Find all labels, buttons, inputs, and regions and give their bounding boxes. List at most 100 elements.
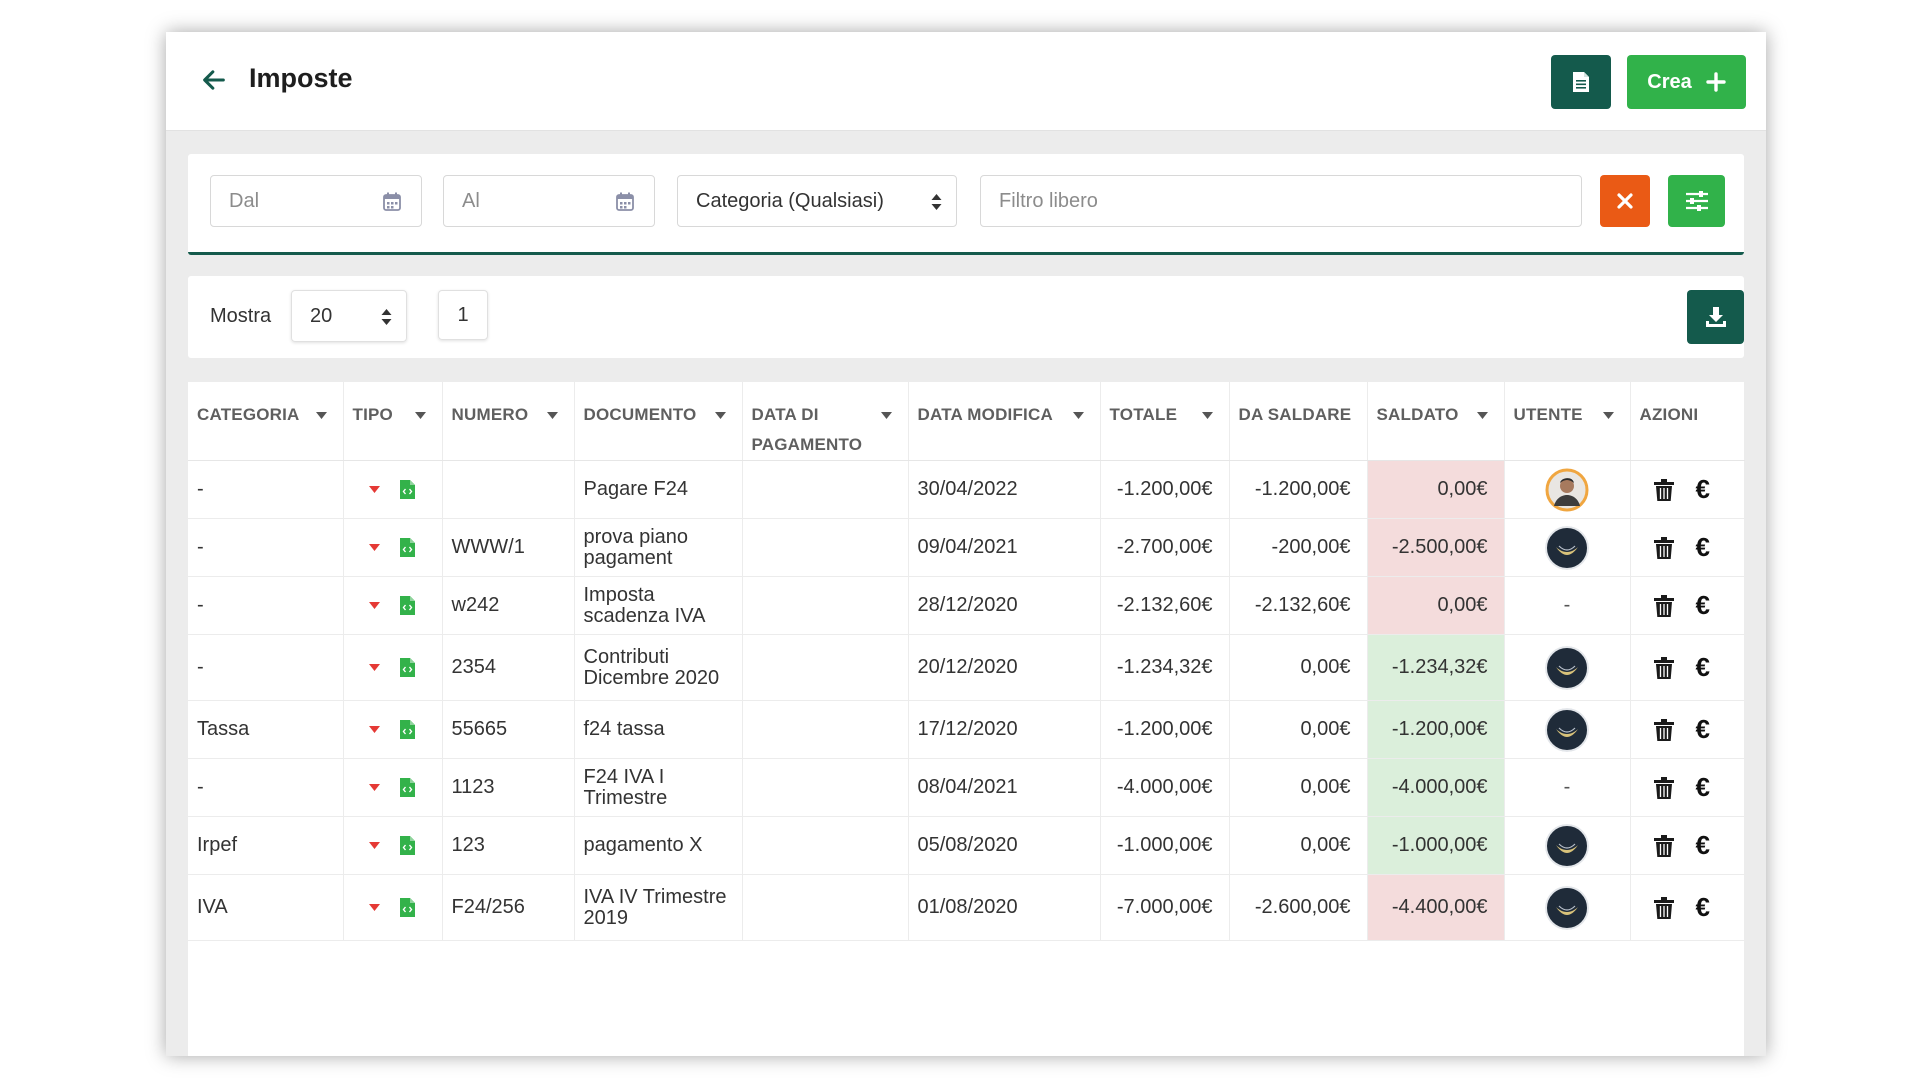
cell-documento[interactable]: Pagare F24 <box>574 460 743 519</box>
cell-data-modifica: 08/04/2021 <box>908 758 1101 817</box>
document-button[interactable] <box>1551 55 1611 109</box>
trash-icon[interactable] <box>1653 656 1674 679</box>
cell-categoria: Irpef <box>188 816 344 875</box>
euro-icon[interactable]: € <box>1695 652 1710 682</box>
column-header-data-modifica[interactable]: DATA MODIFICA <box>908 382 1101 461</box>
euro-icon[interactable]: € <box>1695 590 1710 620</box>
saldato-value: -1.200,00€ <box>1391 718 1488 740</box>
column-header-categoria[interactable]: CATEGORIA <box>188 382 344 461</box>
totale-value: -2.700,00€ <box>1116 536 1213 558</box>
documento-value: pagamento X <box>583 834 703 856</box>
column-header-documento[interactable]: DOCUMENTO <box>574 382 743 461</box>
code-file-icon[interactable] <box>399 596 415 615</box>
trash-icon[interactable] <box>1653 594 1674 617</box>
trash-icon[interactable] <box>1653 834 1674 857</box>
create-button[interactable]: Crea <box>1627 55 1746 109</box>
code-file-icon[interactable] <box>399 898 415 917</box>
cell-azioni: € <box>1630 518 1745 577</box>
arrow-left-icon[interactable] <box>200 66 228 94</box>
category-select[interactable]: Categoria (Qualsiasi) <box>677 175 957 227</box>
trash-icon[interactable] <box>1653 718 1674 741</box>
sort-caret-icon[interactable] <box>315 412 327 419</box>
euro-icon[interactable]: € <box>1695 474 1710 504</box>
data-modifica-value: 05/08/2020 <box>917 834 1018 856</box>
euro-icon[interactable]: € <box>1695 772 1710 802</box>
sort-caret-icon[interactable] <box>1201 412 1213 419</box>
table-row[interactable]: Tassa 55665 f24 tassa 17/12/2020 -1.200,00€ 0… <box>188 700 1745 759</box>
free-filter-placeholder: Filtro libero <box>999 189 1098 212</box>
code-file-icon[interactable] <box>399 538 415 557</box>
categoria-value: IVA <box>197 896 228 918</box>
app-window: Imposte Crea Dal <box>166 32 1766 1056</box>
date-from-input[interactable]: Dal <box>210 175 422 227</box>
show-label: Mostra <box>210 305 272 327</box>
date-to-input[interactable]: Al <box>443 175 655 227</box>
table-row[interactable]: Irpef 123 pagamento X 05/08/2020 -1.000,00€ 0… <box>188 816 1745 875</box>
column-header-tipo[interactable]: TIPO <box>343 382 443 461</box>
row-actions: € <box>1640 532 1735 562</box>
code-file-icon[interactable] <box>399 720 415 739</box>
column-header-utente[interactable]: UTENTE <box>1504 382 1631 461</box>
table-row[interactable]: - w242 Imposta scadenza IVA 28/12/2020 -2.13… <box>188 576 1745 635</box>
euro-icon[interactable]: € <box>1695 830 1710 860</box>
euro-icon[interactable]: € <box>1695 714 1710 744</box>
cell-utente <box>1504 700 1631 759</box>
table-row[interactable]: IVA F24/256 IVA IV Trimestre 2019 01/08/202… <box>188 874 1745 941</box>
sort-caret-icon[interactable] <box>880 412 892 419</box>
table-row[interactable]: - Pagare F24 30/04/2022 -1.200,00€ -1.200,00… <box>188 460 1745 519</box>
column-header-label: CATEGORIA <box>197 405 300 424</box>
code-file-icon[interactable] <box>399 778 415 797</box>
cell-documento[interactable]: Imposta scadenza IVA <box>574 576 743 635</box>
advanced-filters-button[interactable] <box>1668 175 1725 227</box>
column-header-label: UTENTE <box>1513 405 1583 424</box>
cell-azioni: € <box>1630 816 1745 875</box>
code-file-icon[interactable] <box>399 480 415 499</box>
sort-caret-icon[interactable] <box>1072 412 1084 419</box>
cell-documento[interactable]: prova piano pagament <box>574 518 743 577</box>
column-header-da-saldare: DA SALDARE <box>1229 382 1368 461</box>
table-row[interactable]: - 1123 F24 IVA I Trimestre 08/04/2021 -4.000… <box>188 758 1745 817</box>
column-header-numero[interactable]: NUMERO <box>442 382 575 461</box>
cell-documento[interactable]: pagamento X <box>574 816 743 875</box>
page-button[interactable]: 1 <box>438 290 488 340</box>
download-button[interactable] <box>1687 290 1744 344</box>
table-row[interactable]: - 2354 Contributi Dicembre 2020 20/12/2020 -… <box>188 634 1745 701</box>
sort-caret-icon[interactable] <box>414 412 426 419</box>
trash-icon[interactable] <box>1653 776 1674 799</box>
data-modifica-value: 30/04/2022 <box>917 478 1018 500</box>
cell-documento[interactable]: F24 IVA I Trimestre <box>574 758 743 817</box>
cell-da-saldare: -200,00€ <box>1229 518 1368 577</box>
clear-filters-button[interactable] <box>1600 175 1650 227</box>
cell-categoria: Tassa <box>188 700 344 759</box>
totale-value: -1.200,00€ <box>1116 718 1213 740</box>
euro-icon[interactable]: € <box>1695 532 1710 562</box>
code-file-icon[interactable] <box>399 658 415 677</box>
free-filter-input[interactable]: Filtro libero <box>980 175 1582 227</box>
page-size-select[interactable]: 20 <box>291 290 407 342</box>
column-header-label: DATA MODIFICA <box>917 405 1053 424</box>
trash-icon[interactable] <box>1653 896 1674 919</box>
cell-documento[interactable]: Contributi Dicembre 2020 <box>574 634 743 701</box>
trash-icon[interactable] <box>1653 536 1674 559</box>
column-header-data-di-pagamento[interactable]: DATA DI PAGAMENTO <box>742 382 909 461</box>
cell-totale: -2.700,00€ <box>1100 518 1230 577</box>
column-header-label: SALDATO <box>1376 405 1459 424</box>
sort-caret-icon[interactable] <box>1602 412 1614 419</box>
tipo-icons <box>353 658 433 677</box>
code-file-icon[interactable] <box>399 836 415 855</box>
totale-value: -2.132,60€ <box>1116 594 1213 616</box>
cell-documento[interactable]: f24 tassa <box>574 700 743 759</box>
column-header-totale[interactable]: TOTALE <box>1100 382 1230 461</box>
cell-documento[interactable]: IVA IV Trimestre 2019 <box>574 874 743 941</box>
sort-caret-icon[interactable] <box>714 412 726 419</box>
tipo-icons <box>353 480 433 499</box>
column-header-azioni: AZIONI <box>1630 382 1745 461</box>
cell-saldato: 0,00€ <box>1367 576 1505 635</box>
row-actions: € <box>1640 714 1735 744</box>
table-row[interactable]: - WWW/1 prova piano pagament 09/04/2021 -2.7… <box>188 518 1745 577</box>
trash-icon[interactable] <box>1653 478 1674 501</box>
column-header-saldato[interactable]: SALDATO <box>1367 382 1505 461</box>
sort-caret-icon[interactable] <box>1476 412 1488 419</box>
euro-icon[interactable]: € <box>1695 892 1710 922</box>
sort-caret-icon[interactable] <box>546 412 558 419</box>
